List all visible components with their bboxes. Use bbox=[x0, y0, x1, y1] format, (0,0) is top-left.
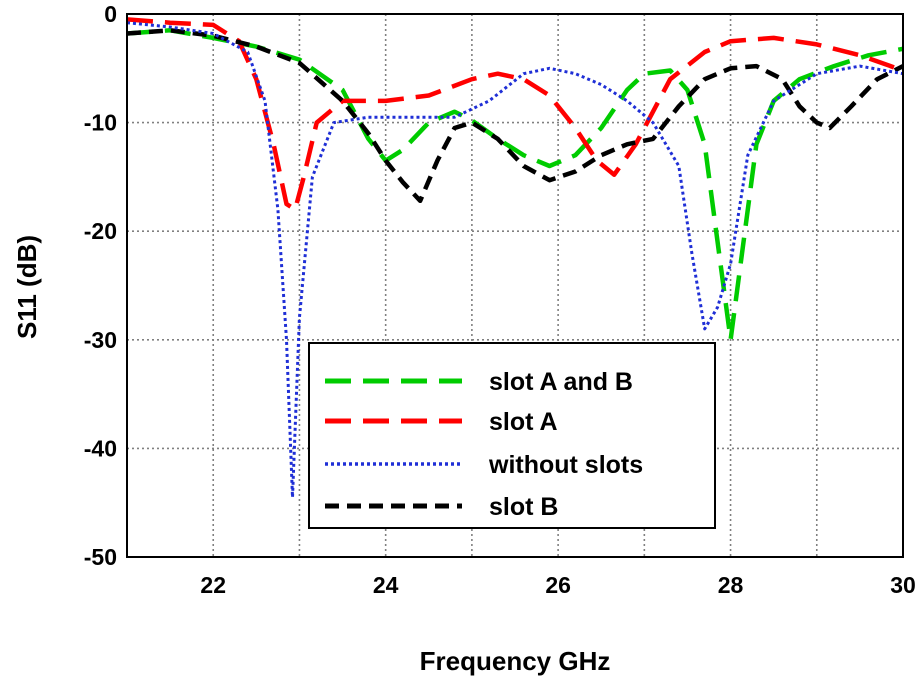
legend-label: slot B bbox=[489, 493, 558, 521]
legend-label: without slots bbox=[488, 451, 643, 479]
y-tick-label: -50 bbox=[84, 544, 117, 570]
series-layer bbox=[126, 17, 905, 499]
x-tick-label: 30 bbox=[890, 572, 916, 598]
series-line-slot-A-and-B bbox=[126, 28, 904, 343]
series-line-without-slots bbox=[126, 21, 904, 499]
y-tick-labels: 0 -10 -20 -30 -40 -50 bbox=[84, 1, 117, 570]
x-tick-label: 22 bbox=[200, 572, 226, 598]
y-tick-label: -40 bbox=[84, 435, 117, 461]
x-tick-label: 26 bbox=[545, 572, 571, 598]
x-axis-title: Frequency GHz bbox=[420, 646, 611, 676]
x-tick-label: 28 bbox=[718, 572, 744, 598]
legend-box bbox=[308, 342, 716, 529]
series-line-slot-B bbox=[126, 28, 905, 204]
y-axis-title: S11 (dB) bbox=[12, 235, 42, 339]
y-tick-label: -20 bbox=[84, 218, 117, 244]
legend-label: slot A and B bbox=[489, 368, 633, 396]
x-tick-labels: 22 24 26 28 30 bbox=[200, 572, 915, 598]
y-tick-label: -10 bbox=[84, 110, 117, 136]
y-tick-label: 0 bbox=[104, 1, 117, 27]
x-tick-label: 24 bbox=[373, 572, 399, 598]
legend-label: slot A bbox=[489, 408, 558, 436]
plot-frame bbox=[126, 13, 904, 558]
grid-lines bbox=[127, 14, 903, 557]
legend: slot A and B slot A without slots slot B bbox=[308, 342, 716, 529]
y-tick-label: -30 bbox=[84, 327, 117, 353]
